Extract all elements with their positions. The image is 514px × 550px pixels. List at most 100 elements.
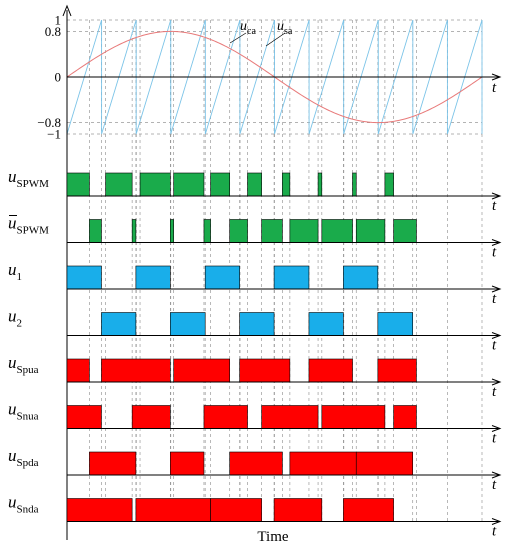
signal-row-spwm: t uSPWM	[8, 167, 502, 214]
row-t-label: t	[492, 291, 497, 307]
row-time-arrow	[491, 518, 502, 525]
signal-label-sub: Snua	[17, 411, 39, 423]
pulse	[170, 219, 174, 243]
pulse	[66, 405, 102, 429]
pulse	[229, 451, 283, 476]
pulse	[317, 172, 323, 197]
pulse	[239, 358, 291, 383]
signal-row-snda: t uSnda	[8, 493, 502, 540]
pulse	[355, 451, 413, 476]
sine-label: usa	[277, 19, 293, 37]
signal-label-sub: 2	[17, 318, 23, 330]
carrier-label-sub: ca	[247, 26, 256, 37]
signal-row-spwm_bar: t uSPWM	[8, 214, 502, 261]
pulse	[343, 265, 379, 290]
row-t-label: t	[492, 245, 497, 261]
pulse	[282, 172, 291, 197]
signal-row-spua: t uSpua	[8, 353, 502, 400]
pulse	[377, 312, 413, 336]
pulse	[66, 358, 90, 383]
gate-signal-rows: tuSPWMtuSPWMtu1tu2tuSpuatuSnuatuSpdatuSn…	[8, 167, 502, 540]
y-tick-label: −0.8	[37, 115, 61, 130]
signal-label-main: u	[8, 353, 17, 372]
signal-label-main: u	[8, 167, 17, 186]
signal-label-sub: SPWM	[17, 225, 50, 237]
signal-label: u1	[8, 260, 22, 283]
pulse	[393, 405, 417, 429]
pulse	[343, 498, 394, 522]
x-axis-label: Time	[257, 529, 288, 545]
pulse	[273, 498, 323, 522]
sine-label-sub: sa	[284, 26, 293, 37]
signal-label: uSPWM	[8, 214, 49, 237]
pulse	[89, 219, 102, 243]
pulse	[261, 405, 319, 429]
row-time-arrow	[491, 332, 502, 339]
row-t-label: t	[492, 338, 497, 354]
pulse	[170, 312, 206, 336]
pulse	[261, 219, 283, 243]
pulse	[135, 498, 211, 522]
row-time-arrow	[491, 192, 502, 200]
pulse	[131, 405, 171, 429]
y-tick-label: 1	[55, 13, 62, 28]
signal-label-main: u	[8, 307, 17, 326]
y-axis-arrow	[62, 4, 72, 17]
pulse	[173, 358, 230, 383]
row-time-arrow	[491, 425, 502, 432]
row-t-label: t	[492, 524, 497, 540]
pulse	[377, 358, 417, 383]
pulse	[66, 498, 133, 522]
pulse	[135, 265, 171, 290]
row-time-arrow	[491, 285, 502, 293]
signal-label: uSnua	[8, 400, 39, 423]
signal-label: uSPWM	[8, 167, 49, 190]
pulse	[247, 172, 262, 197]
row-time-arrow	[491, 378, 502, 386]
signal-label-sub: Spua	[17, 364, 39, 376]
pulse	[321, 219, 353, 243]
sine-label-main: u	[277, 19, 284, 34]
row-t-label: t	[492, 384, 497, 400]
signal-row-snua: t uSnua	[8, 400, 502, 447]
pulse	[101, 312, 137, 336]
pulse	[384, 172, 394, 197]
signal-label: u2	[8, 307, 22, 330]
signal-label-main: u	[8, 260, 17, 279]
row-t-label: t	[492, 198, 497, 214]
pulse	[66, 172, 90, 197]
pulse	[210, 498, 262, 522]
pulse	[289, 219, 319, 243]
y-tick-label: 0.8	[45, 24, 61, 39]
signal-label-sub: Spda	[17, 457, 39, 469]
pulse	[393, 219, 417, 243]
signal-label-main: u	[8, 446, 17, 465]
sine-leader	[265, 32, 286, 47]
signal-label-sub: Snda	[17, 504, 39, 516]
pulse	[101, 358, 171, 383]
pulse	[239, 312, 275, 336]
pulse	[131, 219, 137, 243]
signal-label-main: u	[8, 214, 17, 233]
pulse	[321, 405, 386, 429]
signal-label: uSnda	[8, 493, 39, 516]
pulse	[203, 405, 248, 429]
pulse	[203, 219, 211, 243]
pulse	[173, 172, 205, 197]
signal-row-u2: t u2	[8, 307, 502, 354]
pulse	[139, 172, 171, 197]
row-time-arrow	[491, 471, 502, 479]
pulse	[66, 265, 102, 290]
pulse	[89, 451, 137, 476]
pulse	[170, 451, 205, 476]
pulse	[355, 219, 386, 243]
carrier-label: uca	[240, 19, 256, 37]
row-t-label: t	[492, 477, 497, 493]
signal-row-u1: t u1	[8, 260, 502, 307]
pulse	[204, 265, 240, 290]
top-time-arrow	[491, 73, 502, 81]
pulse	[352, 172, 357, 197]
signal-label: uSpua	[8, 353, 39, 376]
row-t-label: t	[492, 431, 497, 447]
